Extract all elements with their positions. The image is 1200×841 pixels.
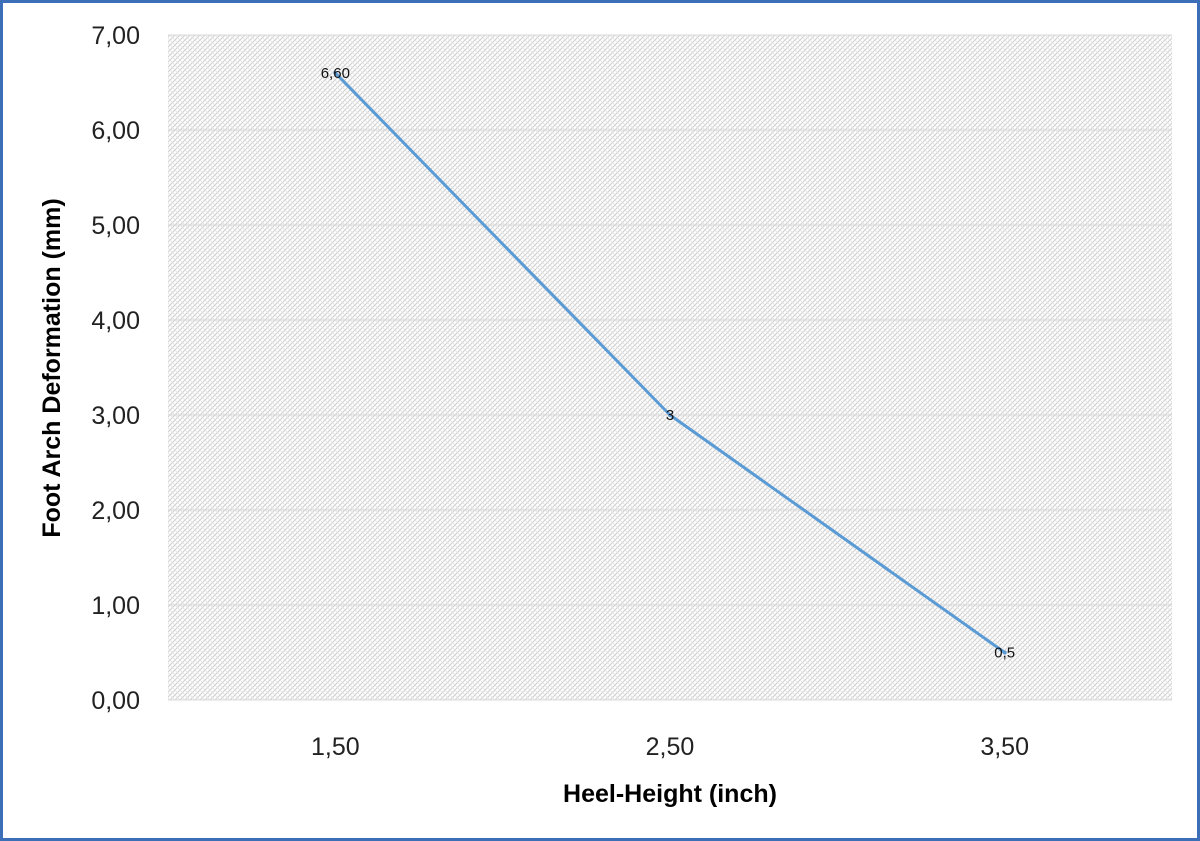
x-tick-label: 1,50 (311, 733, 360, 761)
x-tick-label: 2,50 (646, 733, 695, 761)
x-tick-label: 3,50 (980, 733, 1029, 761)
data-label: 3 (666, 407, 674, 424)
x-axis-title: Heel-Height (inch) (563, 780, 777, 808)
plot-area (168, 35, 1172, 700)
data-point (333, 71, 338, 75)
y-tick-label: 5,00 (91, 212, 140, 240)
y-tick-label: 7,00 (91, 22, 140, 50)
x-axis-ticks: 1,50 2,50 3,50 (311, 733, 1029, 761)
y-tick-label: 2,00 (91, 497, 140, 525)
y-tick-label: 6,00 (91, 117, 140, 145)
data-label: 0,5 (994, 645, 1015, 662)
y-tick-label: 4,00 (91, 307, 140, 335)
series-group: 6,60 3 0,5 (321, 65, 1015, 662)
y-tick-label: 1,00 (91, 592, 140, 620)
y-axis-title: Foot Arch Deformation (mm) (38, 198, 66, 537)
y-tick-label: 0,00 (91, 687, 140, 715)
data-point (1002, 650, 1007, 655)
data-label: 6,60 (321, 65, 350, 82)
y-axis-ticks: 0,00 1,00 2,00 3,00 4,00 5,00 6,00 7,00 (91, 22, 140, 715)
y-tick-label: 3,00 (91, 402, 140, 430)
data-point (668, 413, 672, 417)
gridlines (168, 34, 1172, 701)
